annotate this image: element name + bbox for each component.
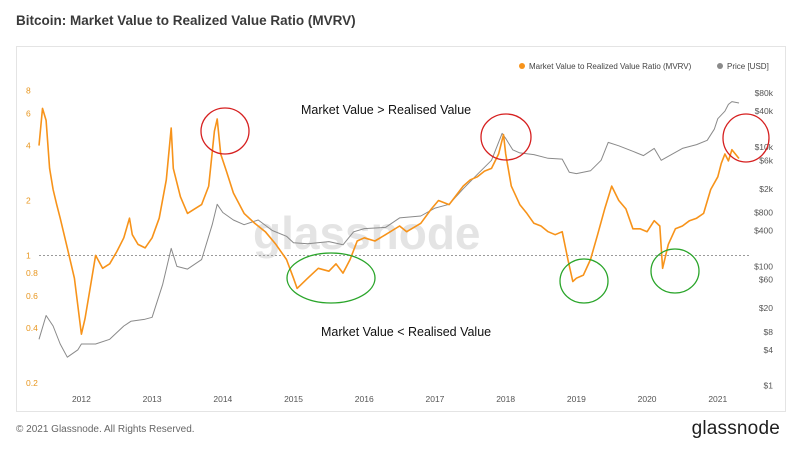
page-title: Bitcoin: Market Value to Realized Value … [16,13,356,28]
x-tick-label: 2015 [284,394,303,404]
green-circle-2015 [286,252,376,304]
y-left-tick-label: 0.2 [26,378,38,388]
chart-panel: glassnode Market Value to Realized Value… [16,46,786,412]
y-left-tick-label: 0.6 [26,291,38,301]
x-tick-label: 2013 [143,394,162,404]
x-tick-label: 2016 [355,394,374,404]
y-right-tick-label: $400 [754,225,773,235]
y-left-tick-label: 6 [26,109,31,119]
y-right-tick-label: $10k [755,142,774,152]
x-tick-label: 2019 [567,394,586,404]
y-left-tick-label: 0.4 [26,323,38,333]
red-circle-2017 [480,113,532,161]
green-circle-2020 [650,248,700,294]
y-right-tick-label: $100 [754,261,773,271]
legend: Market Value to Realized Value Ratio (MV… [519,62,769,71]
x-tick-label: 2018 [496,394,515,404]
annotation-above: Market Value > Realised Value [301,103,471,117]
red-circle-2021 [722,113,770,163]
x-ticks: 2012 2013 2014 2015 2016 2017 2018 2019 2020 2021 [72,394,728,404]
y-left-tick-label: 2 [26,196,31,206]
x-tick-label: 2020 [638,394,657,404]
annotations: Market Value > Realised Value Market Val… [200,103,770,339]
y-left-tick-label: 0.8 [26,268,38,278]
brand-logo[interactable]: glassnode [691,418,780,439]
y-right-ticks: $1 $4 $8 $20 $60 $100 $400 $800 $2k $6k $10k $40k $8… [754,88,774,390]
y-right-tick-label: $800 [754,208,773,218]
x-tick-label: 2012 [72,394,91,404]
price-series-line [38,101,740,358]
y-left-ticks: 0.2 0.4 0.6 0.8 1 2 4 6 8 [26,86,38,388]
y-right-tick-label: $40k [755,106,774,116]
x-tick-label: 2021 [708,394,727,404]
legend-price-swatch [717,63,723,69]
mvrv-chart: glassnode Market Value to Realized Value… [26,62,774,404]
legend-price-label[interactable]: Price [USD] [727,62,769,71]
mvrv-series-line [38,107,740,336]
series-lines [38,101,740,358]
y-right-tick-label: $8 [764,327,774,337]
watermark: glassnode [253,207,481,259]
y-right-tick-label: $2k [759,184,773,194]
y-right-tick-label: $80k [755,88,774,98]
y-right-tick-label: $1 [764,381,774,391]
copyright: © 2021 Glassnode. All Rights Reserved. [16,424,195,435]
y-right-tick-label: $20 [759,303,773,313]
red-circle-2013 [200,107,250,155]
y-left-tick-label: 8 [26,86,31,96]
y-right-tick-label: $60 [759,275,773,285]
legend-mvrv-label[interactable]: Market Value to Realized Value Ratio (MV… [529,62,692,71]
y-right-tick-label: $6k [759,155,773,165]
legend-mvrv-swatch [519,63,525,69]
y-left-tick-label: 1 [26,250,31,260]
y-right-tick-label: $4 [764,345,774,355]
green-circle-2019 [559,258,609,304]
annotation-below: Market Value < Realised Value [321,325,491,339]
x-tick-label: 2017 [425,394,444,404]
y-left-tick-label: 4 [26,141,31,151]
x-tick-label: 2014 [213,394,232,404]
